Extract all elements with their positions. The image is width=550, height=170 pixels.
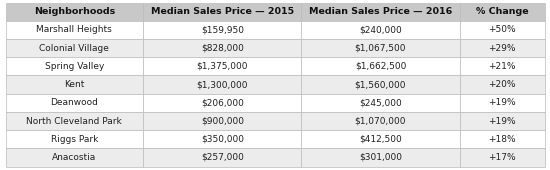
Bar — [301, 112, 460, 130]
Bar — [460, 130, 544, 148]
Text: $257,000: $257,000 — [201, 153, 244, 162]
Text: Deanwood: Deanwood — [51, 98, 98, 107]
Text: +17%: +17% — [488, 153, 516, 162]
Text: Neighborhoods: Neighborhoods — [34, 7, 115, 16]
Bar — [143, 130, 301, 148]
Bar — [6, 94, 143, 112]
Bar — [301, 57, 460, 75]
Bar — [6, 39, 143, 57]
Bar — [143, 21, 301, 39]
Bar — [143, 39, 301, 57]
Text: Anacostia: Anacostia — [52, 153, 96, 162]
Bar — [6, 3, 143, 21]
Text: Marshall Heights: Marshall Heights — [36, 25, 112, 34]
Bar — [143, 94, 301, 112]
Text: Median Sales Price — 2015: Median Sales Price — 2015 — [151, 7, 294, 16]
Text: +18%: +18% — [488, 135, 516, 144]
Bar — [301, 3, 460, 21]
Text: $1,662,500: $1,662,500 — [355, 62, 406, 71]
Text: +19%: +19% — [488, 116, 516, 125]
Text: $1,070,000: $1,070,000 — [355, 116, 406, 125]
Bar — [460, 39, 544, 57]
Text: $1,300,000: $1,300,000 — [196, 80, 248, 89]
Text: $350,000: $350,000 — [201, 135, 244, 144]
Text: Median Sales Price — 2016: Median Sales Price — 2016 — [309, 7, 452, 16]
Text: Riggs Park: Riggs Park — [51, 135, 98, 144]
Bar — [460, 94, 544, 112]
Text: $245,000: $245,000 — [359, 98, 402, 107]
Text: Kent: Kent — [64, 80, 85, 89]
Text: $828,000: $828,000 — [201, 44, 244, 53]
Text: +20%: +20% — [488, 80, 516, 89]
Bar — [143, 148, 301, 167]
Text: +21%: +21% — [488, 62, 516, 71]
Bar — [301, 39, 460, 57]
Text: +29%: +29% — [488, 44, 516, 53]
Text: $301,000: $301,000 — [359, 153, 402, 162]
Text: $159,950: $159,950 — [201, 25, 244, 34]
Text: $412,500: $412,500 — [359, 135, 402, 144]
Text: $900,000: $900,000 — [201, 116, 244, 125]
Text: $240,000: $240,000 — [359, 25, 402, 34]
Bar — [301, 130, 460, 148]
Bar — [460, 148, 544, 167]
Text: Colonial Village: Colonial Village — [40, 44, 109, 53]
Bar — [6, 130, 143, 148]
Bar — [143, 3, 301, 21]
Text: $206,000: $206,000 — [201, 98, 244, 107]
Text: +19%: +19% — [488, 98, 516, 107]
Bar — [460, 21, 544, 39]
Bar — [6, 148, 143, 167]
Text: Spring Valley: Spring Valley — [45, 62, 104, 71]
Text: North Cleveland Park: North Cleveland Park — [26, 116, 122, 125]
Bar — [301, 21, 460, 39]
Bar — [301, 94, 460, 112]
Text: $1,067,500: $1,067,500 — [355, 44, 406, 53]
Text: % Change: % Change — [476, 7, 529, 16]
Bar — [6, 112, 143, 130]
Bar — [460, 75, 544, 94]
Text: $1,560,000: $1,560,000 — [355, 80, 406, 89]
Bar — [460, 112, 544, 130]
Bar — [143, 57, 301, 75]
Bar — [301, 75, 460, 94]
Bar — [6, 75, 143, 94]
Bar — [301, 148, 460, 167]
Text: +50%: +50% — [488, 25, 516, 34]
Bar — [6, 21, 143, 39]
Bar — [6, 57, 143, 75]
Text: $1,375,000: $1,375,000 — [196, 62, 248, 71]
Bar — [460, 57, 544, 75]
Bar — [460, 3, 544, 21]
Bar — [143, 112, 301, 130]
Bar — [143, 75, 301, 94]
